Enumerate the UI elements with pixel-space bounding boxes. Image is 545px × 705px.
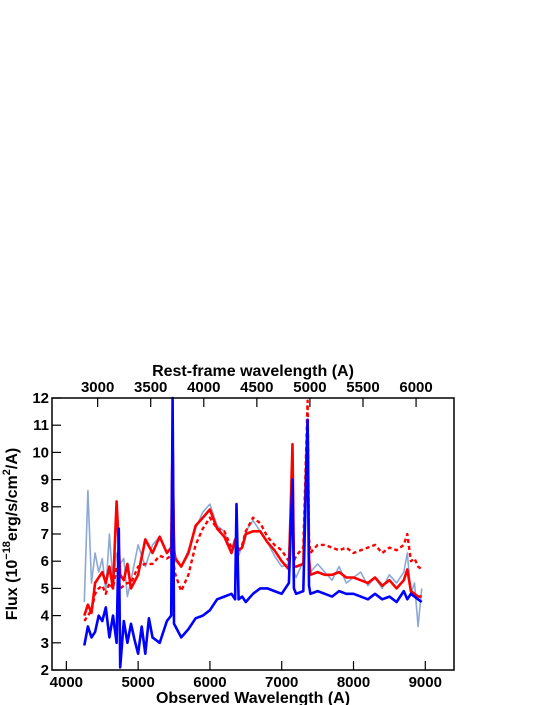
y-tick-label: 6 bbox=[41, 553, 49, 570]
y-tick-label: 12 bbox=[32, 390, 49, 407]
y-title-exp1: −18 bbox=[1, 541, 13, 560]
series-line-3 bbox=[83, 399, 423, 622]
y-tick-label: 7 bbox=[41, 526, 49, 543]
top-tick-label: 6000 bbox=[399, 379, 432, 396]
y-title-prefix: Flux (10 bbox=[4, 560, 21, 621]
y-tick-label: 11 bbox=[33, 417, 49, 434]
x-tick-label: 4000 bbox=[50, 674, 83, 691]
y-tick-label: 8 bbox=[41, 499, 49, 516]
y-tick-label: 4 bbox=[41, 608, 50, 625]
y-tick-label: 5 bbox=[41, 580, 49, 597]
top-tick-label: 3500 bbox=[134, 379, 167, 396]
plot-frame bbox=[51, 397, 455, 671]
top-tick-label: 3000 bbox=[81, 379, 114, 396]
top-tick-label: 5000 bbox=[293, 379, 326, 396]
y-tick-label: 3 bbox=[41, 635, 49, 652]
y-title-suffix: /A) bbox=[4, 448, 21, 469]
ticks-group: 4000 5000 6000 7000 8000 9000 2 3 4 5 6 7 8 9 10 11 12 30… bbox=[32, 379, 442, 691]
top-tick-label: 4000 bbox=[187, 379, 220, 396]
x-tick-label: 7000 bbox=[265, 674, 298, 691]
y-tick-label: 10 bbox=[32, 444, 49, 461]
top-tick-label: 5500 bbox=[346, 379, 379, 396]
y-tick-label: 9 bbox=[41, 472, 49, 489]
y-title-mid: erg/s/cm bbox=[4, 475, 21, 541]
series-line-4 bbox=[83, 396, 423, 669]
data-series-group bbox=[83, 396, 423, 669]
y-axis-title: Flux (10−18erg/s/cm2/A) bbox=[1, 448, 21, 620]
y-tick-label: 2 bbox=[41, 662, 49, 679]
y-title-exp2: 2 bbox=[1, 469, 13, 475]
top-axis-title: Rest-frame wavelength (A) bbox=[152, 363, 354, 380]
x-axis-title: Observed Wavelength (A) bbox=[156, 690, 350, 705]
x-tick-label: 9000 bbox=[409, 674, 442, 691]
x-tick-label: 5000 bbox=[121, 674, 154, 691]
x-tick-label: 8000 bbox=[337, 674, 370, 691]
x-tick-label: 6000 bbox=[193, 674, 226, 691]
top-tick-label: 4500 bbox=[240, 379, 273, 396]
